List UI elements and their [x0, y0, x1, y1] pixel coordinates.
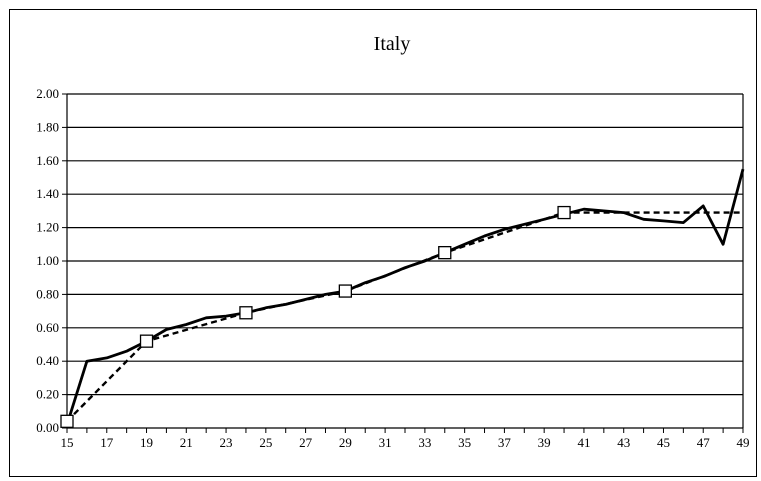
y-tick-label: 0.20 — [36, 387, 59, 402]
x-tick-label: 25 — [259, 435, 272, 450]
y-tick-label: 0.80 — [36, 286, 59, 301]
data-point-marker — [60, 414, 74, 428]
y-tick-label: 0.00 — [36, 420, 59, 435]
x-tick-label: 23 — [220, 435, 233, 450]
x-tick-label: 29 — [339, 435, 352, 450]
x-tick-label: 27 — [299, 435, 313, 450]
data-point-marker — [139, 334, 154, 348]
data-point-marker — [239, 306, 253, 320]
x-tick-label: 15 — [61, 435, 74, 450]
x-tick-label: 47 — [697, 435, 711, 450]
y-tick-label: 2.00 — [36, 86, 59, 101]
series-line-dashed — [66, 211, 743, 423]
data-point-marker — [338, 284, 353, 298]
x-tick-label: 49 — [737, 435, 750, 450]
y-tick-label: 0.40 — [36, 353, 59, 368]
y-tick-label: 1.20 — [36, 220, 59, 235]
x-tick-label: 19 — [140, 435, 153, 450]
x-tick-label: 35 — [458, 435, 471, 450]
x-axis-tick-labels: 15 17 19 21 23 25 27 29 31 33 35 37 39 41 43 45 47 49 — [61, 435, 750, 450]
y-tick-label: 1.80 — [36, 119, 59, 134]
series-layer — [60, 168, 745, 428]
x-tick-label: 33 — [418, 435, 431, 450]
gridlines — [67, 93, 743, 396]
axes — [62, 93, 744, 433]
series-line-solid — [65, 168, 745, 426]
data-point-marker — [438, 245, 452, 260]
x-tick-label: 43 — [617, 435, 630, 450]
y-tick-label: 1.60 — [36, 153, 59, 168]
data-point-marker — [557, 205, 571, 220]
line-chart: Italy 0.00 0.20 0.40 0.60 0.80 1.00 1.20 1.40 1.… — [36, 33, 750, 450]
y-tick-label: 1.40 — [36, 186, 59, 201]
x-tick-label: 21 — [180, 435, 193, 450]
x-tick-label: 37 — [498, 435, 512, 450]
y-axis-tick-labels: 0.00 0.20 0.40 0.60 0.80 1.00 1.20 1.40 1.60 1.80… — [36, 86, 59, 435]
y-tick-label: 1.00 — [36, 253, 59, 268]
chart-title: Italy — [374, 33, 411, 55]
x-tick-label: 39 — [538, 435, 551, 450]
chart-frame: Italy 0.00 0.20 0.40 0.60 0.80 1.00 1.20 1.40 1.… — [9, 9, 757, 477]
y-tick-label: 0.60 — [36, 320, 59, 335]
x-tick-label: 31 — [379, 435, 392, 450]
x-tick-label: 41 — [577, 435, 590, 450]
x-tick-label: 17 — [100, 435, 114, 450]
x-tick-label: 45 — [657, 435, 670, 450]
